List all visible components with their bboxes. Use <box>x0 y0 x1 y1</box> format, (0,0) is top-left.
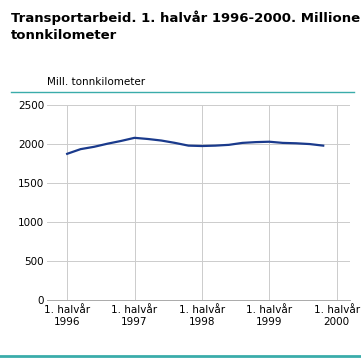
Text: Mill. tonnkilometer: Mill. tonnkilometer <box>47 77 145 87</box>
Text: Transportarbeid. 1. halvår 1996-2000. Millioner
tonnkilometer: Transportarbeid. 1. halvår 1996-2000. Mi… <box>11 11 361 42</box>
